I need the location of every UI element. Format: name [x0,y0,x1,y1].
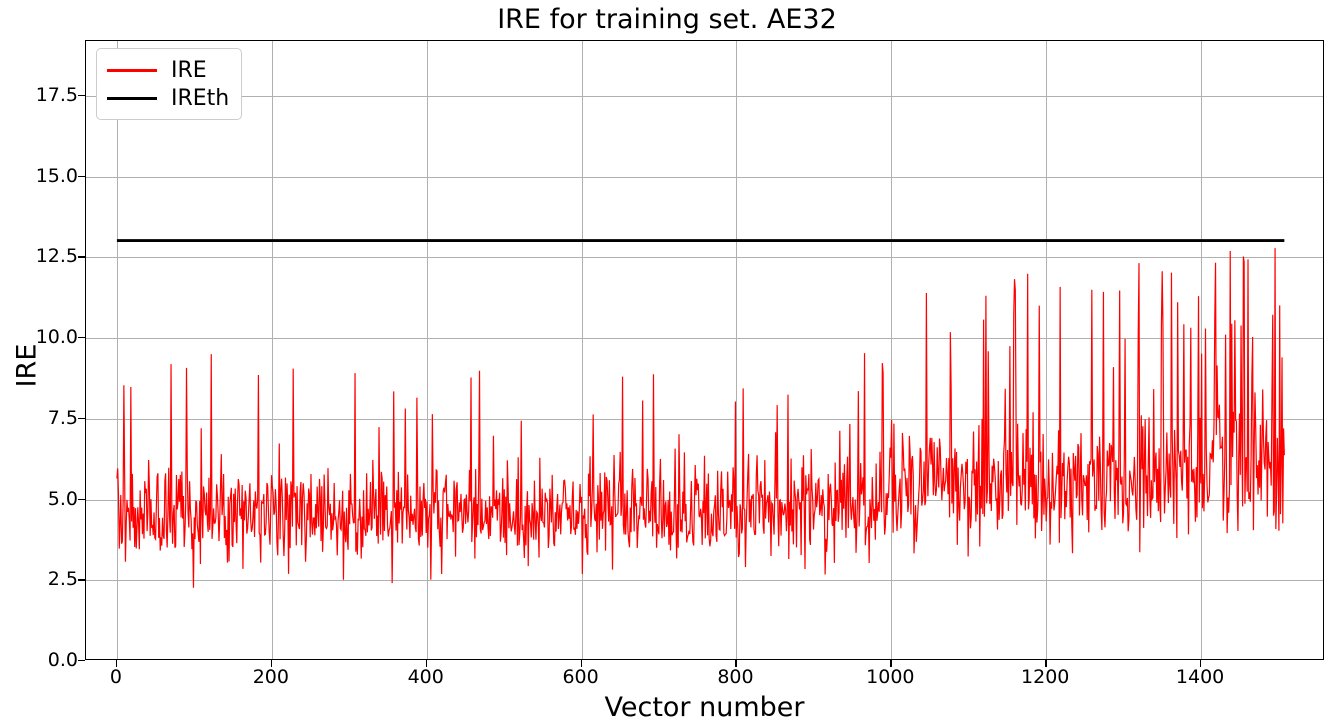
grid-line-horizontal [86,338,1323,340]
y-tick-mark [78,660,85,662]
x-tick-label: 0 [109,666,123,688]
ire-series-line [116,248,1285,588]
y-tick-label: 15.0 [35,164,78,187]
y-tick-mark [78,417,85,420]
x-tick-label: 600 [562,666,599,688]
x-tick-label: 1200 [1021,666,1070,688]
y-tick-mark [78,579,85,581]
x-tick-mark [735,660,737,667]
legend-line-swatch-ireth [107,96,157,100]
y-tick-label: 12.5 [35,245,78,268]
grid-line-vertical [1046,41,1048,659]
grid-line-vertical [116,41,118,659]
y-tick-mark [78,498,85,500]
y-tick-mark [78,94,85,97]
x-tick-mark [270,660,273,667]
grid-line-horizontal [86,418,1323,420]
x-tick-mark [115,660,118,667]
series-layer [116,239,1285,588]
x-tick-label: 800 [717,666,754,688]
y-tick-mark [78,256,85,258]
grid-line-horizontal [86,580,1323,582]
x-tick-mark [890,660,892,667]
legend-label-ire: IRE [171,57,207,83]
grid-line-vertical [736,41,738,659]
y-tick-label: 7.5 [47,406,78,429]
legend-line-swatch-ire [107,68,157,72]
legend-item-ireth: IREth [107,84,229,112]
y-tick-label: 17.5 [35,83,78,106]
plot-area [85,40,1324,660]
x-tick-label: 400 [407,666,444,688]
legend-label-ireth: IREth [171,85,230,111]
grid-line-vertical [426,41,428,659]
chart-title: IRE for training set. AE32 [497,4,837,35]
grid-line-vertical [1201,41,1203,659]
grid-line-vertical [581,41,583,659]
x-tick-mark [580,660,582,667]
x-tick-mark [1045,660,1047,667]
y-tick-label: 5.0 [47,487,78,510]
x-tick-label: 200 [252,666,289,688]
y-tick-label: 2.5 [47,568,78,591]
grid-line-vertical [271,41,273,659]
grid-line-horizontal [86,95,1323,97]
y-tick-label: 0.0 [47,649,78,671]
grid-line-horizontal [86,176,1323,178]
x-tick-mark [425,660,428,667]
y-axis-label: IRE [11,343,43,388]
x-tick-label: 1000 [866,666,915,688]
grid-line-horizontal [86,257,1323,259]
x-tick-mark [1200,660,1202,667]
y-tick-mark [78,337,85,339]
y-tick-mark [78,175,85,178]
x-axis-label: Vector number [604,692,805,723]
legend-item-ire: IRE [107,56,229,84]
grid-line-vertical [891,41,893,659]
x-tick-label: 1400 [1175,666,1225,688]
y-tick-label: 10.0 [35,326,78,349]
chart-legend: IRE IREth [96,48,243,120]
